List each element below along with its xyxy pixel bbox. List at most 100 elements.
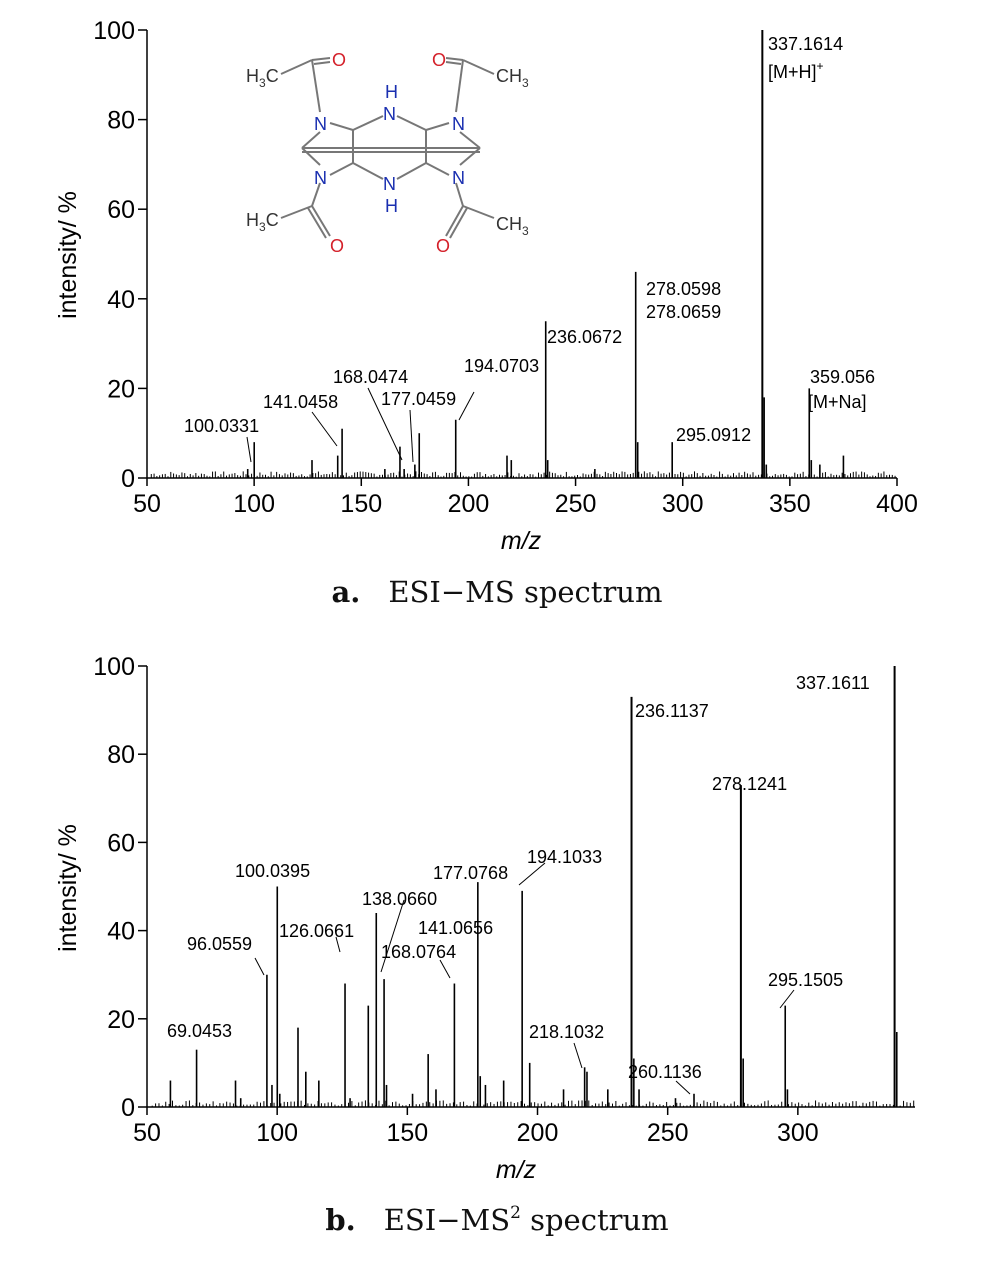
peak-label: 96.0559 xyxy=(187,934,252,954)
annotation-278-0659: 278.0659 xyxy=(646,302,721,322)
caption-b-letter: b. xyxy=(325,1203,355,1237)
x-axis-title-a: m/z xyxy=(501,527,542,555)
atom-o-1: O xyxy=(332,50,346,70)
methyl-2-ch: CH xyxy=(496,66,522,86)
peak-label: 141.0656 xyxy=(418,918,493,938)
x-tick-label: 100 xyxy=(233,490,275,518)
peak-label: 295.1505 xyxy=(768,970,843,990)
peak-label: 100.0331 xyxy=(184,416,259,436)
y-tick-label: 20 xyxy=(107,1006,135,1034)
chart-panel-b: 0 20 40 60 80 100 50 100 150 200 250 300 69.0453 96… xyxy=(54,653,915,1237)
atom-n-2: N xyxy=(452,114,465,134)
peak-label: 278.1241 xyxy=(712,774,787,794)
x-tick-label: 100 xyxy=(256,1119,298,1147)
caption-a: a. ESI−MS spectrum xyxy=(331,575,662,609)
peak-labels-b: 69.0453 96.0559 100.0395 126.0661 138.0660 14… xyxy=(167,673,870,1082)
x-ticks-b: 50 100 150 200 250 300 xyxy=(133,1107,819,1147)
caption-b-tail: spectrum xyxy=(521,1203,669,1237)
peak-label: 100.0395 xyxy=(235,861,310,881)
y-tick-label: 60 xyxy=(107,196,135,224)
atom-n-top: N xyxy=(383,104,396,124)
y-tick-label: 20 xyxy=(107,375,135,403)
peak-label: 168.0764 xyxy=(381,942,456,962)
methyl-1-sub: 3 xyxy=(259,76,266,90)
x-tick-label: 150 xyxy=(340,490,382,518)
atom-o-2: O xyxy=(432,50,446,70)
y-ticks-b: 0 20 40 60 80 100 xyxy=(93,653,147,1122)
atom-n-bottom: N xyxy=(383,174,396,194)
atom-h-top: H xyxy=(385,82,398,102)
caption-b-text: ESI−MS xyxy=(384,1203,510,1237)
x-tick-label: 200 xyxy=(448,490,490,518)
methyl-4-ch: CH xyxy=(496,214,522,234)
x-tick-label: 400 xyxy=(876,490,918,518)
x-ticks-a: 50 100 150 200 250 300 350 400 xyxy=(133,478,918,518)
peak-label: 177.0768 xyxy=(433,863,508,883)
peak-label: 177.0459 xyxy=(381,389,456,409)
peak-label: 218.1032 xyxy=(529,1022,604,1042)
y-tick-label: 100 xyxy=(93,17,135,45)
y-tick-label: 80 xyxy=(107,741,135,769)
annotation-m-plus-h-text: [M+H] xyxy=(768,62,817,82)
peak-label: 138.0660 xyxy=(362,889,437,909)
methyl-1: H3C xyxy=(246,66,279,90)
chart-panel-a: 0 20 40 60 80 100 50 100 150 200 250 300 350 400 100… xyxy=(54,17,918,609)
x-tick-label: 250 xyxy=(555,490,597,518)
methyl-3-c: C xyxy=(266,210,279,230)
x-tick-label: 200 xyxy=(517,1119,559,1147)
peak-label: 295.0912 xyxy=(676,425,751,445)
caption-a-letter: a. xyxy=(331,575,360,609)
caption-a-text: ESI−MS spectrum xyxy=(388,575,662,609)
peak-label: 168.0474 xyxy=(333,367,408,387)
axes-a xyxy=(146,30,897,479)
y-tick-label: 40 xyxy=(107,918,135,946)
x-tick-label: 50 xyxy=(133,1119,161,1147)
peak-label: 337.1611 xyxy=(796,673,870,693)
y-tick-label: 40 xyxy=(107,286,135,314)
methyl-4: CH3 xyxy=(496,214,529,238)
methyl-2-sub: 3 xyxy=(522,76,529,90)
peak-label: 236.0672 xyxy=(547,327,622,347)
peak-label: 126.0661 xyxy=(279,921,354,941)
methyl-4-sub: 3 xyxy=(522,224,529,238)
y-tick-label: 80 xyxy=(107,107,135,135)
x-tick-label: 300 xyxy=(777,1119,819,1147)
caption-b-sup: 2 xyxy=(510,1203,521,1223)
charge-superscript: + xyxy=(817,59,824,73)
methyl-1-h: H xyxy=(246,66,259,86)
peak-label: 359.056 xyxy=(810,367,875,387)
methyl-3-h: H xyxy=(246,210,259,230)
x-tick-label: 50 xyxy=(133,490,161,518)
peak-label: 337.1614 xyxy=(768,34,843,54)
annotation-m-plus-na: [M+Na] xyxy=(808,392,867,412)
x-axis-title-b: m/z xyxy=(496,1156,537,1184)
atom-o-4: O xyxy=(436,236,450,256)
atom-h-bottom: H xyxy=(385,196,398,216)
annotation-m-plus-h: [M+H]+ xyxy=(768,59,824,82)
y-tick-label: 0 xyxy=(121,465,135,493)
y-tick-label: 100 xyxy=(93,653,135,681)
peak-label: 194.0703 xyxy=(464,356,539,376)
atom-n-3: N xyxy=(314,168,327,188)
y-axis-title-b: intensity/ % xyxy=(54,824,82,952)
y-ticks-a: 0 20 40 60 80 100 xyxy=(93,17,147,493)
y-axis-title-a: intensity/ % xyxy=(54,191,82,319)
x-tick-label: 300 xyxy=(662,490,704,518)
x-tick-label: 350 xyxy=(769,490,811,518)
atom-n-1: N xyxy=(314,114,327,134)
methyl-3-sub: 3 xyxy=(259,220,266,234)
peak-label: 278.0598 xyxy=(646,279,721,299)
peak-label: 141.0458 xyxy=(263,392,338,412)
methyl-3: H3C xyxy=(246,210,279,234)
x-tick-label: 150 xyxy=(386,1119,428,1147)
atom-o-3: O xyxy=(330,236,344,256)
methyl-2: CH3 xyxy=(496,66,529,90)
y-tick-label: 60 xyxy=(107,829,135,857)
peak-label: 69.0453 xyxy=(167,1021,232,1041)
y-tick-label: 0 xyxy=(121,1094,135,1122)
peak-label: 260.1136 xyxy=(628,1062,702,1082)
baseline-noise-a xyxy=(150,471,896,478)
x-tick-label: 250 xyxy=(647,1119,689,1147)
